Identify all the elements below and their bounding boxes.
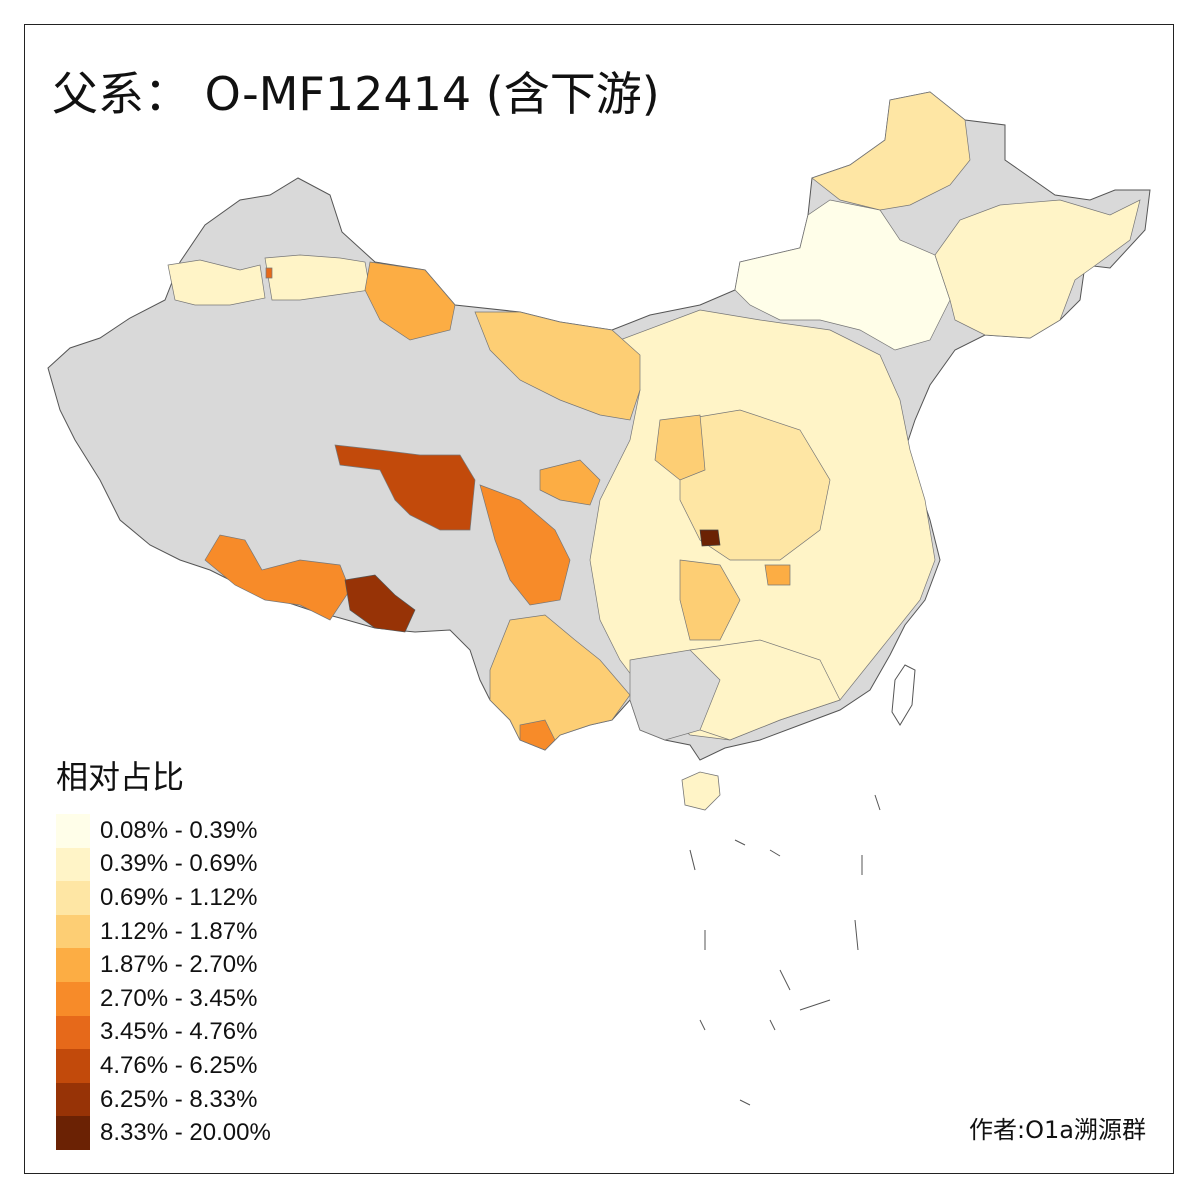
tibet-west-region xyxy=(204,534,351,621)
legend-item: 1.87% - 2.70% xyxy=(56,948,271,982)
shaanxi-region xyxy=(654,414,706,481)
legend-swatch xyxy=(56,814,90,848)
sichuan-west-region xyxy=(479,484,571,606)
hotspot-dark-region xyxy=(699,529,721,547)
hunan-region xyxy=(679,559,741,641)
legend-label: 1.87% - 2.70% xyxy=(100,951,258,979)
map-frame xyxy=(24,24,1174,1174)
legend-label: 3.45% - 4.76% xyxy=(100,1018,258,1046)
yunnan-south-region xyxy=(519,719,556,751)
legend-item: 0.39% - 0.69% xyxy=(56,847,271,882)
legend-swatch xyxy=(56,881,90,915)
legend-swatch xyxy=(56,914,90,949)
legend-item: 3.45% - 4.76% xyxy=(56,1015,271,1050)
legend-item: 0.08% - 0.39% xyxy=(56,814,271,848)
south-china-sea-islands xyxy=(689,794,881,1106)
xinjiang-east-region xyxy=(364,261,456,341)
xinjiang-north-region xyxy=(167,259,266,306)
legend-label: 0.08% - 0.39% xyxy=(100,816,258,844)
map-legend: 相对占比 0.08% - 0.39% 0.39% - 0.69% 0.69% - 1… xyxy=(56,752,271,1150)
legend-item: 2.70% - 3.45% xyxy=(56,981,271,1016)
map-credit: 作者:O1a溯源群 xyxy=(969,1116,1146,1144)
henan-hubei-region xyxy=(679,409,831,561)
gansu-south-region xyxy=(539,459,601,506)
legend-item: 0.69% - 1.12% xyxy=(56,881,271,915)
legend-item: 6.25% - 8.33% xyxy=(56,1082,271,1117)
legend-rows: 0.08% - 0.39% 0.39% - 0.69% 0.69% - 1.12% 1… xyxy=(56,814,271,1150)
legend-item: 1.12% - 1.87% xyxy=(56,914,271,949)
hainan-island xyxy=(681,771,721,811)
legend-swatch xyxy=(56,1049,90,1083)
legend-swatch xyxy=(56,948,90,982)
map-title: 父系： O-MF12414 (含下游) xyxy=(52,67,660,121)
legend-item: 8.33% - 20.00% xyxy=(56,1116,271,1150)
legend-swatch xyxy=(56,981,90,1016)
hunan-hotspot-region xyxy=(764,564,791,586)
tibet-shannan-region xyxy=(344,574,416,633)
legend-swatch xyxy=(56,1082,90,1117)
taiwan-island xyxy=(891,664,916,726)
guangdong-region xyxy=(689,639,841,741)
gansu-region xyxy=(474,311,641,421)
legend-swatch xyxy=(56,847,90,882)
tibet-central-region xyxy=(334,444,476,531)
legend-swatch xyxy=(56,1116,90,1150)
xinjiang-hotspot-region xyxy=(265,267,273,279)
heilongjiang-region xyxy=(811,91,971,211)
guangxi-region xyxy=(629,649,721,741)
jilin-liaoning-region xyxy=(934,199,1141,339)
legend-label: 6.25% - 8.33% xyxy=(100,1085,258,1113)
legend-title: 相对占比 xyxy=(56,758,185,796)
legend-label: 0.69% - 1.12% xyxy=(100,883,258,911)
yunnan-region xyxy=(489,614,631,751)
legend-label: 2.70% - 3.45% xyxy=(100,984,258,1012)
legend-label: 8.33% - 20.00% xyxy=(100,1119,271,1147)
legend-label: 0.39% - 0.69% xyxy=(100,850,258,878)
legend-label: 4.76% - 6.25% xyxy=(100,1051,258,1079)
legend-swatch xyxy=(56,1015,90,1050)
legend-label: 1.12% - 1.87% xyxy=(100,917,258,945)
legend-item: 4.76% - 6.25% xyxy=(56,1049,271,1083)
